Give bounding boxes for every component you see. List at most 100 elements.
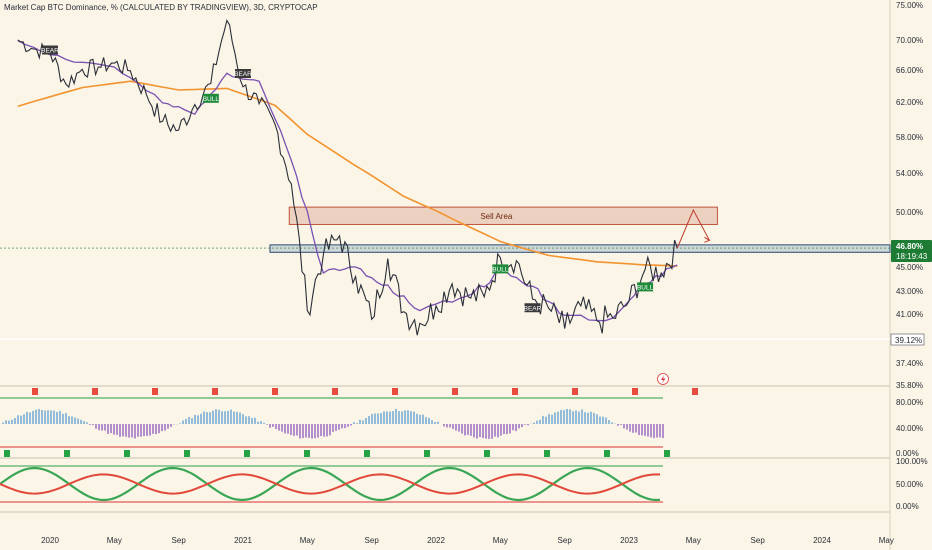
- resistance-zone[interactable]: [269, 244, 891, 253]
- osc1-sell-marker: [632, 388, 638, 395]
- osc1-bar: [131, 424, 133, 438]
- osc1-bar: [497, 424, 499, 438]
- sell-area-zone[interactable]: [288, 206, 718, 225]
- osc1-bar: [572, 411, 574, 424]
- osc1-bar: [266, 424, 268, 425]
- osc1-bar: [605, 417, 607, 424]
- time-axis[interactable]: 2020 May Sep 2021 May Sep 2022 May Sep 2023 May Sep…: [41, 536, 894, 545]
- lightning-icon[interactable]: [657, 373, 669, 385]
- osc1-bar: [626, 424, 628, 430]
- osc1-sell-marker: [32, 388, 38, 395]
- osc1-bar: [182, 420, 184, 424]
- osc1-bar: [8, 420, 10, 424]
- ma-long-line[interactable]: [17, 80, 678, 267]
- time-tick-label: Sep: [751, 536, 766, 545]
- ma-short-line[interactable]: [17, 40, 678, 322]
- osc1-bar: [278, 424, 280, 431]
- osc1-bar: [86, 422, 88, 424]
- price-line[interactable]: [17, 18, 678, 336]
- time-tick-label: 2023: [620, 536, 638, 545]
- osc1-bar: [623, 424, 625, 429]
- osc1-bar: [356, 423, 358, 424]
- osc1-bar: [14, 418, 16, 424]
- osc1-bar: [590, 411, 592, 424]
- osc1-bar: [473, 424, 475, 438]
- osc1-bar: [122, 424, 124, 437]
- osc1-bar: [65, 412, 67, 424]
- price-tick-label: 75.00%: [896, 1, 923, 10]
- signal-bull[interactable]: BULL: [203, 93, 220, 103]
- osc1-bar: [506, 424, 508, 435]
- signal-label: BEAR: [524, 305, 542, 312]
- signal-bear[interactable]: BEAR: [234, 69, 252, 78]
- osc1-bar: [314, 424, 316, 439]
- osc1-bar: [353, 422, 355, 424]
- osc1-bar: [503, 424, 505, 435]
- osc1-bar: [332, 424, 334, 432]
- osc1-bar: [545, 416, 547, 424]
- osc1-bar: [509, 424, 511, 434]
- price-tick-label: 62.00%: [896, 98, 923, 107]
- projection-arrowhead: [704, 236, 711, 243]
- osc1-bar: [368, 415, 370, 424]
- osc1-bar: [125, 424, 127, 437]
- osc1-bar: [341, 424, 343, 429]
- signal-bull[interactable]: BULL: [637, 282, 654, 292]
- osc1-bar: [299, 424, 301, 439]
- oscillator-1-tick-label: 40.00%: [896, 424, 923, 433]
- osc1-bar: [407, 410, 409, 424]
- osc1-bar: [617, 424, 619, 426]
- osc1-bar: [77, 418, 79, 424]
- osc1-bar: [302, 424, 304, 439]
- osc1-buy-marker: [124, 450, 130, 457]
- osc1-bar: [452, 424, 454, 429]
- osc1-bar: [527, 424, 529, 426]
- last-price-value: 46.80%: [896, 242, 923, 251]
- osc1-bar: [242, 414, 244, 424]
- osc1-bar: [380, 413, 382, 424]
- signal-bull[interactable]: BULL: [492, 264, 509, 274]
- signal-bear[interactable]: BEAR: [524, 303, 542, 313]
- zone-layer: Sell Area: [0, 206, 891, 340]
- osc1-bar: [203, 411, 205, 424]
- osc1-bar: [515, 424, 517, 432]
- osc1-bar: [158, 424, 160, 434]
- price-tick-label: 54.00%: [896, 169, 923, 178]
- osc1-bar: [95, 424, 97, 429]
- osc1-bar: [275, 424, 277, 430]
- price-tick-label: 58.00%: [896, 133, 923, 142]
- osc1-buy-marker: [4, 450, 10, 457]
- osc1-bar: [347, 424, 349, 427]
- osc1-bar: [470, 424, 472, 436]
- last-price-countdown: 18:19:43: [896, 252, 928, 261]
- osc1-bar: [569, 409, 571, 424]
- osc1-bar: [536, 420, 538, 424]
- osc1-bar: [551, 414, 553, 424]
- osc1-bar: [152, 424, 154, 434]
- osc1-bar: [245, 416, 247, 424]
- osc1-sell-marker: [92, 388, 98, 395]
- osc2-line-bear: [0, 473, 661, 495]
- osc1-sell-marker: [272, 388, 278, 395]
- osc1-bar: [395, 408, 397, 424]
- osc1-bar: [2, 422, 4, 424]
- osc1-bar: [539, 419, 541, 424]
- osc1-bar: [149, 424, 151, 436]
- osc1-buy-marker: [184, 450, 190, 457]
- projection-path: [676, 208, 710, 249]
- signal-bear[interactable]: BEAR: [41, 45, 59, 55]
- osc1-bar: [437, 421, 439, 424]
- osc1-bar: [59, 411, 61, 424]
- time-tick-label: May: [300, 536, 315, 545]
- osc1-bar: [383, 411, 385, 424]
- oscillator-2-tick-label: 50.00%: [896, 480, 923, 489]
- time-tick-label: 2021: [234, 536, 252, 545]
- osc1-bar: [650, 424, 652, 438]
- osc1-bar: [281, 424, 283, 432]
- osc1-bar: [512, 424, 514, 431]
- osc1-bar: [578, 411, 580, 424]
- osc1-bar: [599, 416, 601, 424]
- price-axis[interactable]: 75.00% 70.00% 66.00% 62.00% 58.00% 54.00% 50.0…: [896, 1, 928, 511]
- osc1-bar: [272, 424, 274, 428]
